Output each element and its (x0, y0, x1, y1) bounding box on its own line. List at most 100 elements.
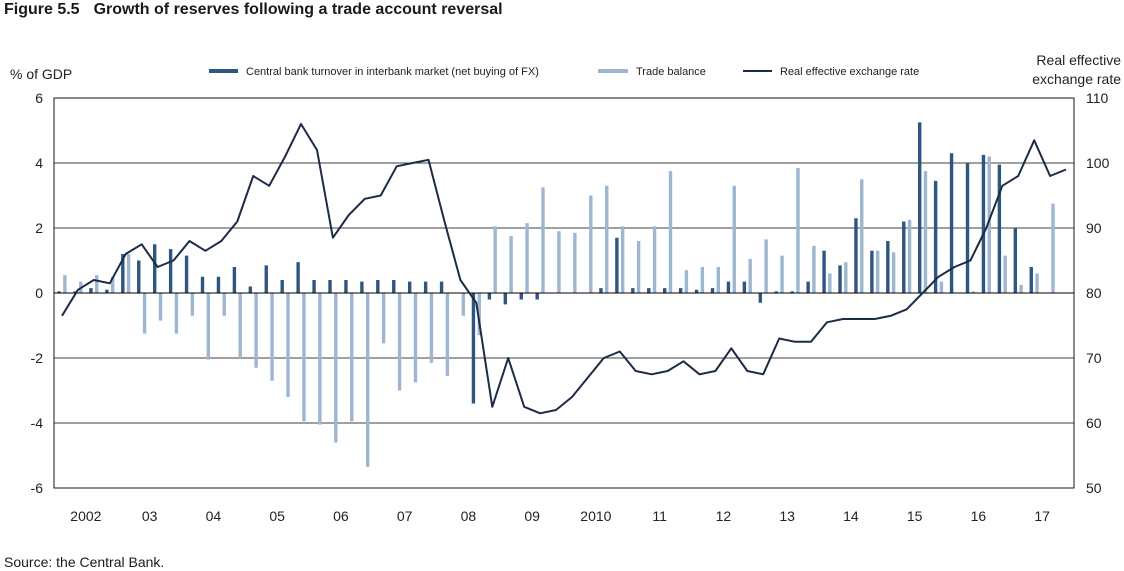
central-bank-bar (966, 163, 969, 293)
central-bank-bar (169, 249, 172, 293)
central-bank-bar (1014, 228, 1017, 293)
central-bank-bar (392, 280, 395, 293)
trade-balance-bar (382, 293, 385, 343)
central-bank-bar (424, 282, 427, 293)
central-bank-bar (854, 218, 857, 293)
central-bank-bar (520, 293, 523, 300)
central-bank-bar (663, 288, 666, 293)
source-note: Source: the Central Bank. (4, 554, 164, 570)
trade-balance-bar (589, 196, 592, 294)
right-axis-ticks: 110 100 90 80 70 60 50 (1086, 90, 1110, 496)
central-bank-bar (998, 165, 1001, 293)
x-tick-label: 09 (524, 508, 540, 524)
legend-label-trade-balance: Trade balance (636, 66, 706, 78)
trade-balance-bar (398, 293, 401, 391)
central-bank-bar (535, 293, 538, 300)
trade-balance-bar (860, 179, 863, 293)
left-tick-label: 2 (35, 220, 43, 236)
central-bank-bar (137, 261, 140, 294)
central-bank-bar (217, 277, 220, 293)
x-tick-label: 13 (779, 508, 795, 524)
right-tick-label: 90 (1086, 220, 1102, 236)
right-tick-label: 100 (1086, 155, 1110, 171)
left-tick-label: 6 (35, 90, 43, 106)
central-bank-bar (743, 282, 746, 293)
x-tick-label: 08 (461, 508, 477, 524)
central-bank-bar (982, 155, 985, 293)
central-bank-bar (185, 256, 188, 293)
legend-label-central-bank: Central bank turnover in interbank marke… (246, 66, 539, 78)
central-bank-bar (504, 293, 507, 304)
trade-balance-bar (876, 251, 879, 293)
central-bank-bar (360, 282, 363, 293)
x-tick-label: 07 (397, 508, 413, 524)
central-bank-bar (105, 290, 108, 293)
central-bank-bar (679, 288, 682, 293)
right-tick-label: 80 (1086, 285, 1102, 301)
left-tick-label: -6 (31, 480, 44, 496)
trade-balance-bar (493, 226, 496, 293)
central-bank-bar (89, 288, 92, 293)
trade-balance-bar (127, 254, 130, 293)
central-bank-bar (328, 280, 331, 293)
central-bank-bar (1030, 267, 1033, 293)
trade-balance-bar (525, 223, 528, 293)
trade-balance-bar (1019, 285, 1022, 293)
trade-balance-bar (302, 293, 305, 421)
trade-balance-bar (270, 293, 273, 381)
trade-balance-bar (175, 293, 178, 334)
x-tick-label: 06 (333, 508, 349, 524)
trade-balance-bar (557, 231, 560, 293)
right-tick-label: 50 (1086, 480, 1102, 496)
left-tick-label: 4 (35, 155, 43, 171)
trade-balance-bar (430, 293, 433, 363)
central-bank-bar (870, 251, 873, 293)
trade-balance-bar (940, 282, 943, 293)
reer-line (62, 124, 1066, 413)
chart: 6420-2-4-6 1101009080706050 2002 03 04 05 06… (0, 0, 1124, 571)
x-tick-label: 04 (206, 508, 222, 524)
central-bank-bar (265, 265, 268, 293)
central-bank-bar (472, 293, 475, 404)
x-tick-label: 14 (843, 508, 859, 524)
x-axis-ticks: 2002 03 04 05 06 07 08 09 2010 11 12 13 14 15 16 17 (70, 508, 1050, 524)
central-bank-bar (296, 262, 299, 293)
left-tick-label: -2 (31, 350, 44, 366)
trade-balance-bar (143, 293, 146, 334)
trade-balance-bar (908, 220, 911, 293)
trade-balance-bar (462, 293, 465, 316)
right-axis-label-line1: Real effective (1036, 52, 1121, 68)
central-bank-bar (918, 122, 921, 293)
trade-balance-bar (637, 241, 640, 293)
central-bank-bar (615, 238, 618, 293)
trade-balance-bar (669, 171, 672, 293)
left-axis-label: % of GDP (10, 66, 72, 82)
central-bank-bar (838, 265, 841, 293)
trade-balance-bar (892, 252, 895, 293)
reer-line-group (62, 124, 1066, 413)
trade-balance-bar (366, 293, 369, 467)
trade-balance-bar (717, 267, 720, 293)
legend-label-reer: Real effective exchange rate (780, 66, 919, 78)
trade-balance-bar (605, 186, 608, 293)
central-bank-bar (440, 282, 443, 293)
trade-balance-bars (63, 157, 1055, 467)
trade-balance-bar (733, 186, 736, 293)
central-bank-bar (408, 282, 411, 293)
central-bank-bar (806, 282, 809, 293)
right-tick-label: 60 (1086, 415, 1102, 431)
trade-balance-bar (685, 270, 688, 293)
trade-balance-bar (254, 293, 257, 368)
right-tick-label: 70 (1086, 350, 1102, 366)
trade-balance-bar (1051, 204, 1054, 293)
central-bank-bar (950, 153, 953, 293)
trade-balance-bar (350, 293, 353, 421)
trade-balance-bar (573, 233, 576, 293)
central-bank-bar (153, 244, 156, 293)
trade-balance-bar (1035, 274, 1038, 294)
trade-balance-bar (286, 293, 289, 397)
trade-balance-bar (924, 171, 927, 293)
central-bank-bar (695, 290, 698, 293)
x-tick-label: 15 (907, 508, 923, 524)
x-tick-label: 2002 (70, 508, 101, 524)
